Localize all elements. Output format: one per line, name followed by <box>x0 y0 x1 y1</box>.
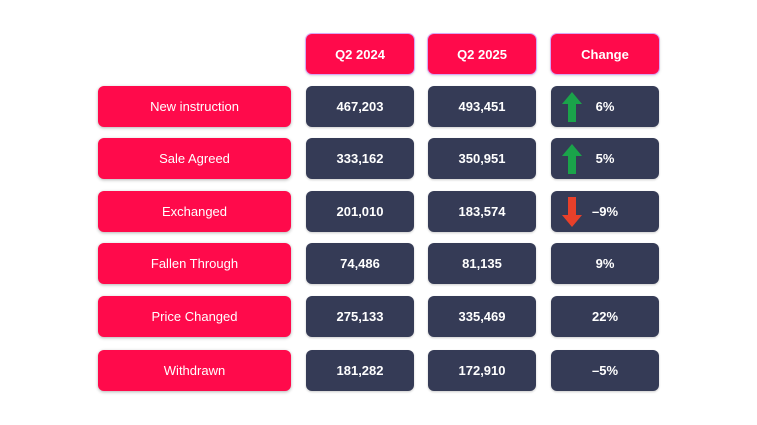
cell-change: –9% <box>551 191 659 232</box>
cell-q2-2025: 81,135 <box>428 243 536 284</box>
change-value: 5% <box>595 151 615 166</box>
change-value: –9% <box>591 204 619 219</box>
row-label: Withdrawn <box>98 350 291 391</box>
cell-q2-2025: 335,469 <box>428 296 536 337</box>
cell-q2-2024: 181,282 <box>306 350 414 391</box>
arrow-up-icon <box>562 143 582 174</box>
cell-q2-2024: 201,010 <box>306 191 414 232</box>
cell-q2-2025: 172,910 <box>428 350 536 391</box>
row-label: Sale Agreed <box>98 138 291 179</box>
change-value: 6% <box>595 99 615 114</box>
cell-change: 9% <box>551 243 659 284</box>
change-value: –5% <box>591 363 619 378</box>
row-label: Price Changed <box>98 296 291 337</box>
cell-q2-2024: 467,203 <box>306 86 414 127</box>
column-header-q2-2025: Q2 2025 <box>428 34 536 74</box>
cell-q2-2024: 74,486 <box>306 243 414 284</box>
row-label: Exchanged <box>98 191 291 232</box>
column-header-q2-2024: Q2 2024 <box>306 34 414 74</box>
arrow-up-icon <box>562 91 582 122</box>
cell-change: 6% <box>551 86 659 127</box>
cell-q2-2024: 275,133 <box>306 296 414 337</box>
arrow-down-icon <box>562 196 582 227</box>
row-label: New instruction <box>98 86 291 127</box>
cell-q2-2024: 333,162 <box>306 138 414 179</box>
cell-q2-2025: 493,451 <box>428 86 536 127</box>
change-value: 9% <box>595 256 615 271</box>
column-header-change: Change <box>551 34 659 74</box>
cell-change: 22% <box>551 296 659 337</box>
cell-change: –5% <box>551 350 659 391</box>
cell-q2-2025: 350,951 <box>428 138 536 179</box>
cell-q2-2025: 183,574 <box>428 191 536 232</box>
row-label: Fallen Through <box>98 243 291 284</box>
cell-change: 5% <box>551 138 659 179</box>
change-value: 22% <box>591 309 619 324</box>
